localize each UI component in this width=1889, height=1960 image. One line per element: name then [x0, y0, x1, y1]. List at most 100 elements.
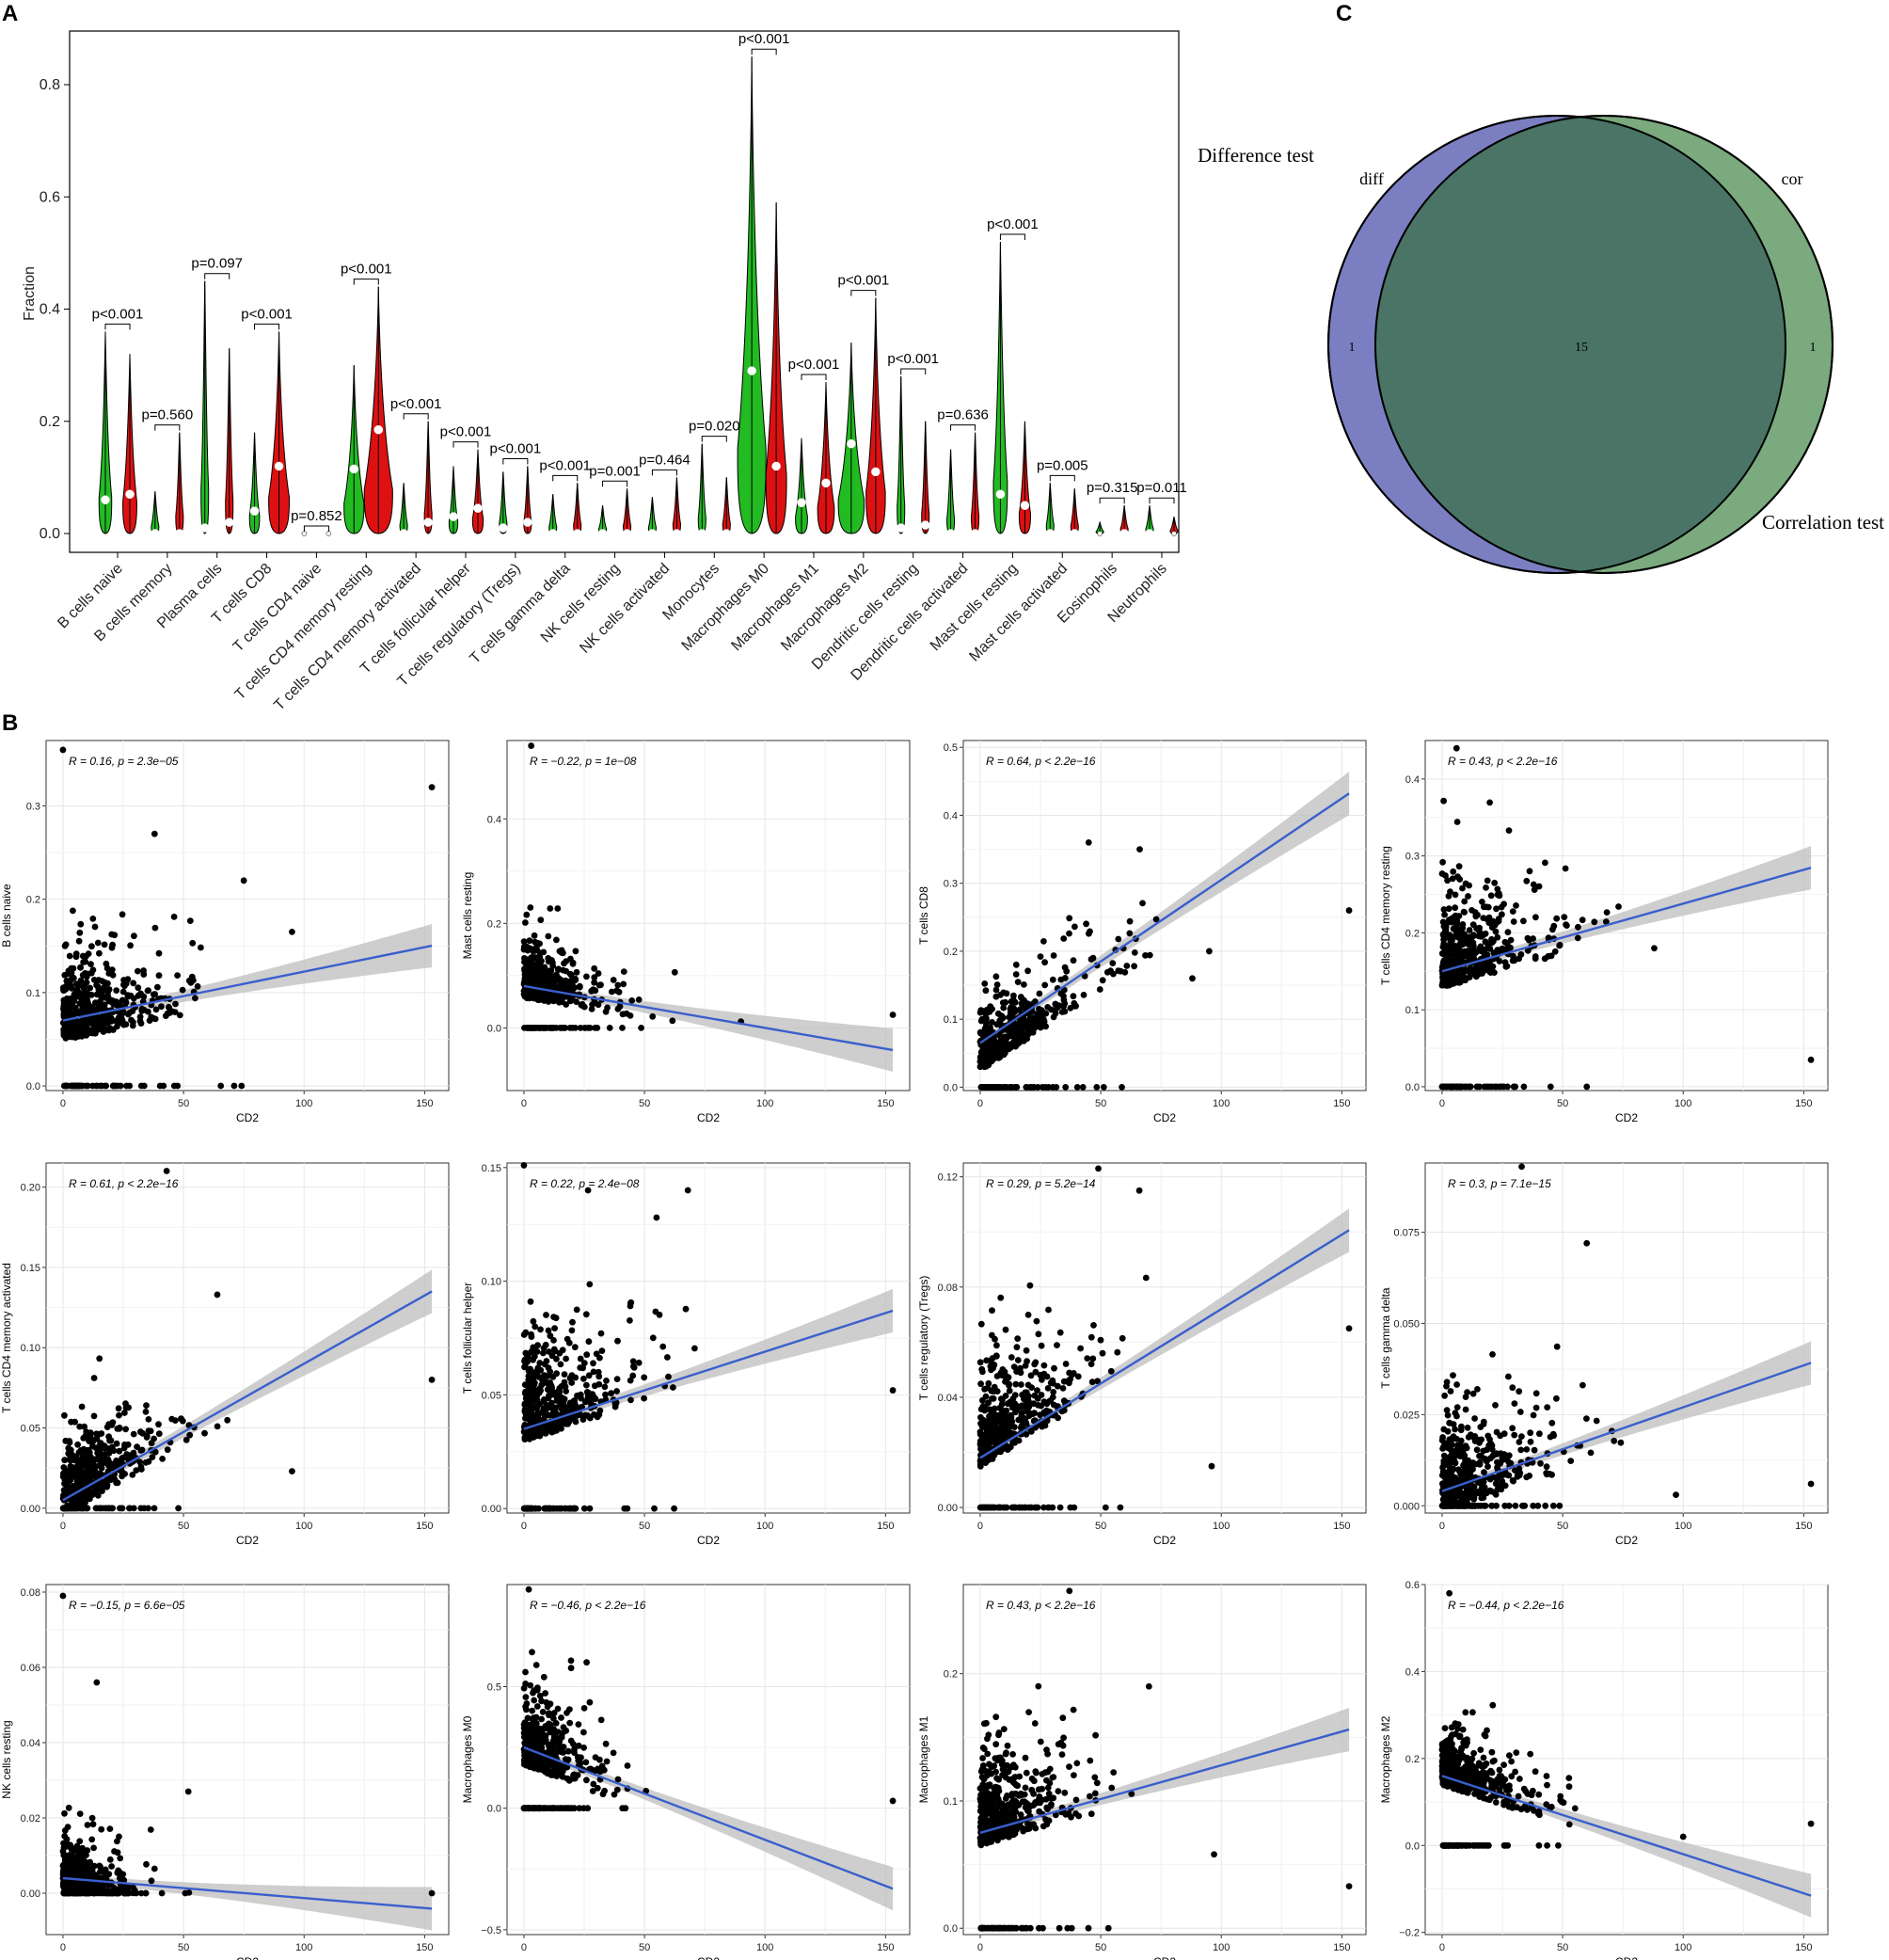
data-point [79, 971, 87, 979]
data-point [1097, 1336, 1104, 1344]
data-point [428, 1376, 436, 1383]
data-point [1530, 1502, 1537, 1509]
data-point [1208, 1462, 1215, 1470]
data-point [546, 994, 553, 1000]
data-point [62, 1505, 69, 1512]
y-tick-label: 0.20 [21, 1183, 40, 1194]
data-point [137, 1428, 144, 1436]
data-point [189, 939, 197, 947]
data-point [176, 1012, 183, 1019]
p-value-label: p<0.001 [341, 262, 392, 278]
violin-group2-median [175, 529, 184, 538]
data-point [591, 1382, 598, 1390]
data-point [568, 1372, 576, 1379]
data-point [1516, 1465, 1523, 1473]
violin-group2-median [970, 529, 980, 538]
data-point [1562, 865, 1569, 872]
significance-bracket [850, 290, 877, 296]
data-point [60, 1029, 68, 1037]
data-point [152, 1006, 160, 1013]
data-point [151, 991, 159, 997]
data-point [185, 1889, 193, 1896]
violin-group2-median [572, 529, 582, 538]
data-point [125, 1011, 132, 1018]
violin-group1-median [1097, 531, 1103, 536]
data-point [541, 976, 548, 983]
data-point [1440, 933, 1448, 940]
data-point [1012, 961, 1020, 968]
data-point [590, 986, 596, 994]
data-point [986, 1025, 993, 1031]
data-point [1085, 838, 1092, 846]
data-point [1119, 1084, 1125, 1091]
data-point [103, 1505, 109, 1512]
data-point [543, 1358, 550, 1364]
data-point [889, 1387, 897, 1394]
y-tick-label: 0.4 [944, 810, 958, 821]
significance-bracket [502, 457, 529, 465]
data-point [521, 1390, 529, 1397]
data-point [1066, 930, 1072, 937]
data-point [1455, 863, 1463, 870]
data-point [537, 916, 545, 924]
data-point [1509, 908, 1516, 915]
data-point [66, 978, 73, 984]
data-point [1469, 942, 1477, 949]
data-point [1438, 949, 1446, 957]
data-point [1024, 1381, 1032, 1389]
y-tick-label: 0.2 [26, 895, 40, 906]
data-point [1444, 979, 1452, 985]
data-point [1056, 1329, 1064, 1336]
data-point [521, 1363, 528, 1371]
correlation-annotation: R = 0.3, p = 7.1e−15 [1448, 1177, 1551, 1190]
panel-c-letter: C [1336, 1, 1352, 26]
data-point [1483, 960, 1489, 967]
data-point [1004, 1443, 1011, 1451]
data-point [561, 1371, 568, 1378]
data-point [551, 1408, 558, 1415]
data-point [126, 1505, 133, 1512]
violin-group2-median [224, 518, 234, 527]
data-point [520, 1162, 528, 1169]
data-point [1019, 1004, 1026, 1011]
data-point [100, 1459, 107, 1467]
data-point [93, 1020, 101, 1028]
x-tick-label: NK cells activated [577, 561, 673, 657]
data-point [569, 960, 577, 967]
data-point [1025, 1412, 1033, 1419]
data-point [1049, 976, 1056, 983]
data-point [142, 1409, 150, 1415]
data-point [598, 1347, 606, 1354]
x-tick-label: Macrophages M1 [728, 561, 822, 655]
violin-group2-median [821, 478, 831, 488]
regression-line [979, 792, 1350, 1044]
data-point [143, 1860, 150, 1868]
x-tick-label: 0 [60, 1098, 66, 1109]
data-point [1476, 1083, 1484, 1091]
data-point [1051, 1364, 1057, 1372]
data-point [117, 1505, 123, 1512]
data-point [1087, 1333, 1095, 1341]
data-point [1455, 972, 1463, 980]
data-point [576, 983, 583, 991]
y-axis-title: Mast cells resting [461, 872, 474, 960]
significance-bracket [602, 480, 628, 487]
data-point [528, 1403, 535, 1410]
x-tick-label: 150 [1333, 1521, 1350, 1532]
y-tick-label: 0.0 [40, 526, 60, 542]
data-point [1523, 1446, 1531, 1453]
data-point [979, 1368, 986, 1376]
correlation-annotation: R = 0.29, p = 5.2e−14 [986, 1177, 1096, 1190]
data-point [92, 1456, 100, 1462]
data-point [1579, 916, 1586, 924]
data-point [93, 999, 101, 1007]
data-point [541, 1412, 548, 1420]
data-point [1146, 951, 1153, 959]
data-point [1480, 948, 1487, 955]
data-point [1071, 999, 1078, 1007]
data-point [628, 997, 636, 1004]
data-point [1006, 1380, 1012, 1388]
y-tick-label: 0.04 [938, 1393, 958, 1404]
data-point [1453, 1381, 1460, 1388]
